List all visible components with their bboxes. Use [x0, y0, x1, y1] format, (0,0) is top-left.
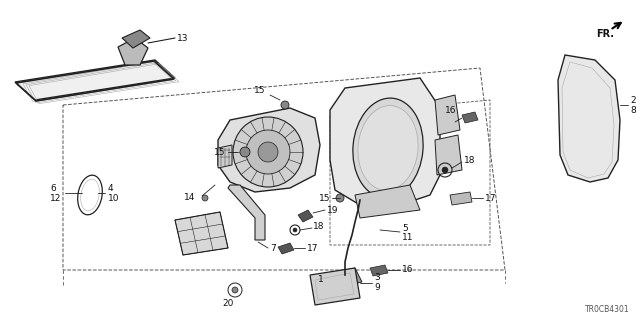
Text: 15: 15: [319, 194, 330, 203]
Circle shape: [281, 101, 289, 109]
Circle shape: [246, 130, 290, 174]
Text: 9: 9: [374, 284, 380, 292]
Circle shape: [336, 194, 344, 202]
Polygon shape: [462, 112, 478, 123]
Text: 18: 18: [464, 156, 476, 164]
Text: 5: 5: [402, 223, 408, 233]
Polygon shape: [370, 265, 388, 276]
Text: 14: 14: [184, 193, 195, 202]
Text: 8: 8: [630, 106, 636, 115]
Text: 17: 17: [485, 194, 497, 203]
Ellipse shape: [358, 106, 418, 190]
Text: 18: 18: [313, 221, 324, 230]
Text: 11: 11: [402, 233, 413, 242]
Text: 1: 1: [318, 275, 324, 284]
Polygon shape: [298, 210, 313, 222]
Text: 15: 15: [253, 85, 265, 94]
Text: 16: 16: [402, 266, 413, 275]
Polygon shape: [310, 268, 360, 305]
Polygon shape: [218, 145, 232, 168]
Polygon shape: [330, 78, 440, 205]
Text: 15: 15: [214, 148, 225, 156]
Text: 13: 13: [177, 34, 189, 43]
Text: 16: 16: [445, 106, 456, 115]
Polygon shape: [450, 192, 472, 205]
Polygon shape: [558, 55, 620, 182]
Text: 12: 12: [50, 194, 61, 203]
Circle shape: [258, 142, 278, 162]
Circle shape: [240, 147, 250, 157]
Circle shape: [232, 287, 238, 293]
Circle shape: [233, 117, 303, 187]
Circle shape: [442, 167, 448, 173]
Text: 4: 4: [108, 183, 114, 193]
Text: FR.: FR.: [596, 29, 614, 39]
Circle shape: [293, 228, 297, 232]
Text: 7: 7: [270, 244, 276, 252]
Polygon shape: [122, 30, 150, 48]
Polygon shape: [15, 60, 175, 100]
Text: TR0CB4301: TR0CB4301: [586, 305, 630, 314]
Polygon shape: [218, 108, 320, 192]
Polygon shape: [335, 268, 362, 286]
Polygon shape: [228, 185, 265, 240]
Text: 20: 20: [222, 300, 234, 308]
Polygon shape: [175, 212, 228, 255]
Polygon shape: [118, 38, 148, 65]
Text: 2: 2: [630, 95, 636, 105]
Polygon shape: [278, 243, 294, 254]
Text: 19: 19: [327, 205, 339, 214]
Text: 17: 17: [307, 244, 319, 252]
Text: 6: 6: [50, 183, 56, 193]
Ellipse shape: [353, 98, 423, 198]
Polygon shape: [355, 185, 420, 218]
Circle shape: [202, 195, 208, 201]
Text: 10: 10: [108, 194, 120, 203]
Text: 3: 3: [374, 274, 380, 283]
Polygon shape: [435, 135, 462, 175]
Polygon shape: [435, 95, 460, 135]
